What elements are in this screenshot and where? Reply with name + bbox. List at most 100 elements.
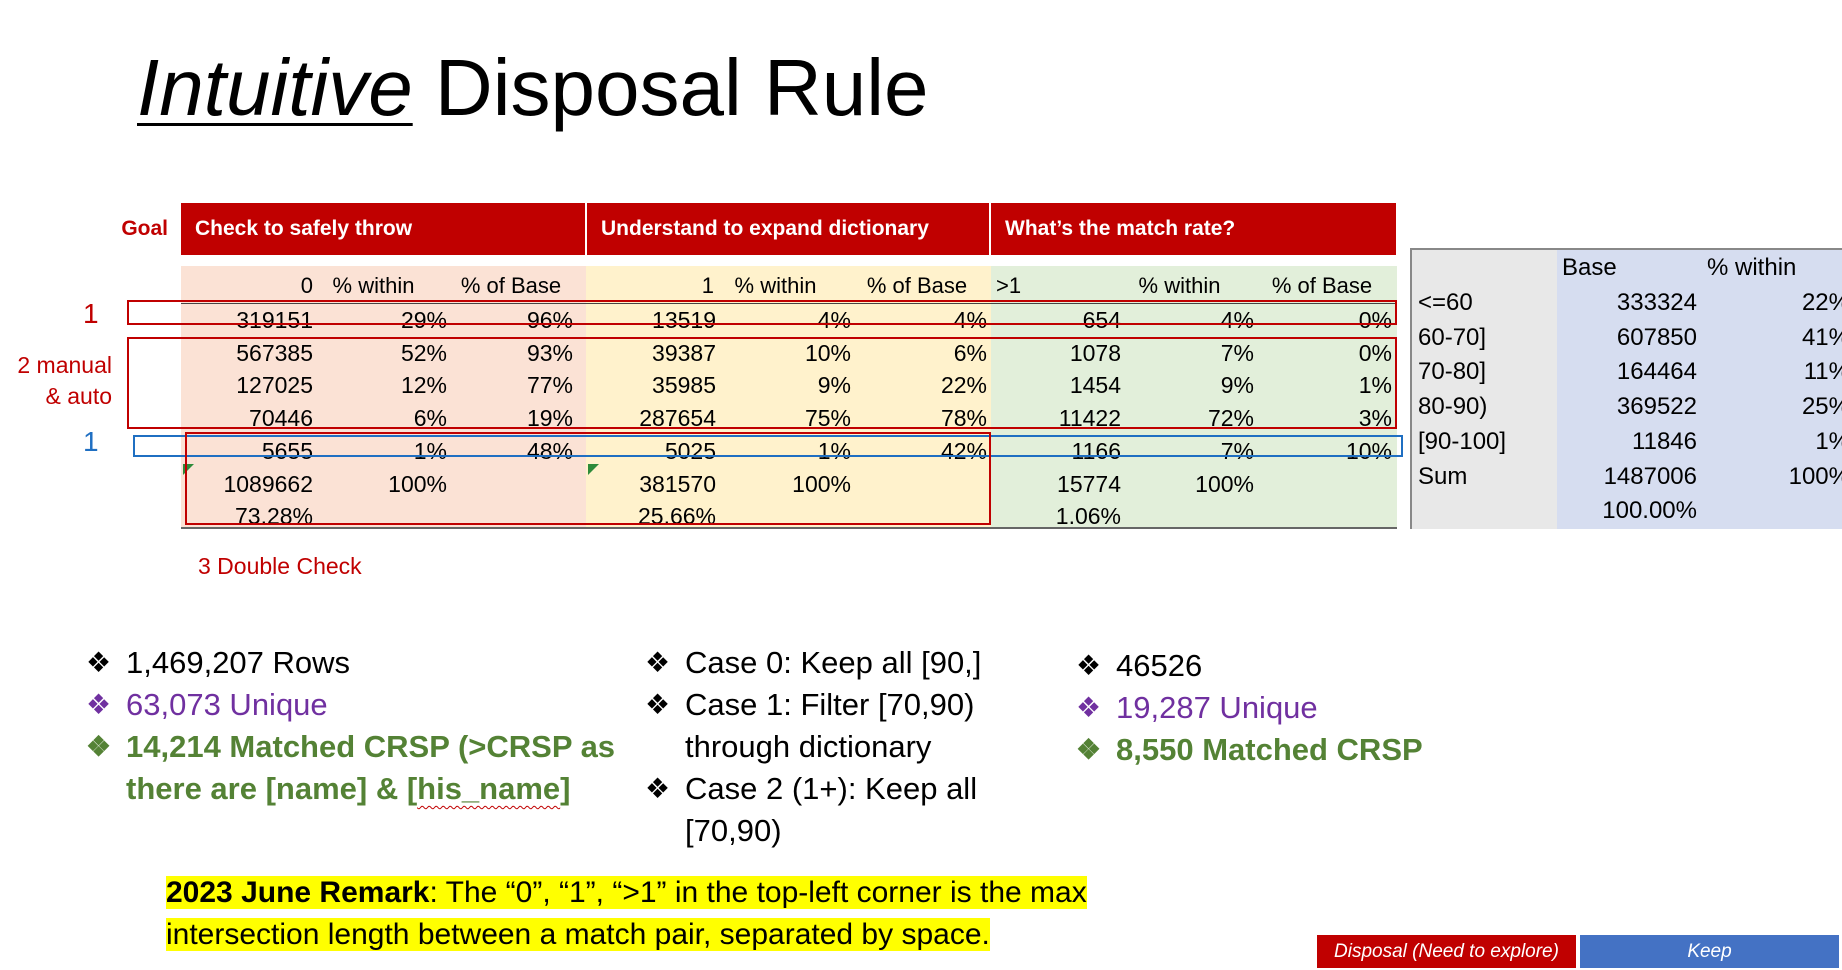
table-cell: 80-90) xyxy=(1418,393,1488,421)
table-cell: 77% xyxy=(526,372,573,399)
table-cell: 1% xyxy=(817,437,851,464)
col-header: % within xyxy=(1707,254,1797,281)
table-cell: Sum xyxy=(1418,462,1468,490)
bullet-text: 1,469,207 Rows xyxy=(126,645,351,680)
table-cell: 19% xyxy=(526,405,573,432)
table-cell: 369522 xyxy=(1616,393,1697,421)
label-1: 1 xyxy=(83,298,99,329)
table-cell: 70446 xyxy=(249,405,313,432)
table-cell: 7% xyxy=(1220,339,1254,366)
table-row: [90-100] 11846 1% xyxy=(1412,424,1842,459)
table-cell: [90-100] xyxy=(1418,427,1507,455)
table-cell: 319151 xyxy=(236,307,313,333)
table-cell: 100% xyxy=(1788,462,1842,490)
table-row: 5655 1% 48% 5025 1% 42% 1166 7% 10% xyxy=(181,435,1395,468)
band-zero xyxy=(181,266,586,527)
legend-disposal: Disposal (Need to explore) xyxy=(1317,935,1576,968)
page-title: Intuitive Disposal Rule xyxy=(137,38,928,138)
header-match-rate: What’s the match rate? xyxy=(991,203,1396,255)
table-cell: 6% xyxy=(953,339,987,366)
bullet-list-right: ❖ 46526 ❖ 19,287 Unique ❖ 8,550 Matched CRS… xyxy=(1076,645,1423,771)
table-cell: 100% xyxy=(1195,470,1254,497)
score-bucket-table: Base % within <=60 333324 22% 60-70] 607850 4… xyxy=(1410,248,1842,529)
remark-text-line2: intersection length between a match pair… xyxy=(166,918,990,951)
table-cell: <=60 xyxy=(1418,289,1473,316)
label-3-double-check: 3 Double Check xyxy=(198,553,362,579)
table-cell: 607850 xyxy=(1616,323,1697,351)
table-cell: 5655 xyxy=(261,437,313,464)
header-check-to-safely-throw: Check to safely throw xyxy=(181,203,585,255)
table-cell: 1089662 xyxy=(223,470,313,497)
table-cell: 73.28% xyxy=(234,503,313,530)
table-cell: 1.06% xyxy=(1055,503,1121,530)
table-cell: 5025 xyxy=(664,437,716,464)
table-cell: 48% xyxy=(526,437,573,464)
bullet-diamond-icon: ❖ xyxy=(1076,692,1102,723)
table-cell: 11% xyxy=(1803,358,1842,386)
table-cell: 1% xyxy=(1358,372,1392,399)
bullet-diamond-icon: ❖ xyxy=(645,647,671,678)
table-cell: 0% xyxy=(1358,339,1392,366)
bullet-diamond-icon: ❖ xyxy=(1076,650,1102,681)
table-cell: 11422 xyxy=(1058,405,1121,432)
list-item: ❖ Case 2 (1+): Keep all [70,90) xyxy=(645,768,981,852)
table-cell: 287654 xyxy=(639,405,716,432)
table-cell: 6% xyxy=(413,405,447,432)
bullet-diamond-icon: ❖ xyxy=(86,689,112,720)
title-rest: Disposal Rule xyxy=(412,43,929,132)
table-cell: 52% xyxy=(400,339,447,366)
table-row: 80-90) 369522 25% xyxy=(1412,389,1842,424)
table-cell: 0% xyxy=(1358,307,1392,333)
label-2-line1: 2 manual xyxy=(17,352,112,378)
list-item: ❖ 14,214 Matched CRSP (>CRSP as there are … xyxy=(86,726,615,810)
band-one xyxy=(586,266,991,527)
cell-marker-icon xyxy=(588,464,599,475)
bullet-list-left: ❖ 1,469,207 Rows ❖ 63,073 Unique ❖ 14,214 M… xyxy=(86,642,615,810)
remark-title: 2023 June Remark xyxy=(166,876,430,909)
table-cell: 4% xyxy=(1220,307,1254,333)
table-row: 60-70] 607850 41% xyxy=(1412,320,1842,355)
table-cell: 72% xyxy=(1207,405,1254,432)
bullet-text: Case 0: Keep all [90,] xyxy=(685,645,982,680)
bullet-list-middle: ❖ Case 0: Keep all [90,] ❖ Case 1: Filter … xyxy=(645,642,981,852)
header-understand-to-expand: Understand to expand dictionary xyxy=(587,203,989,255)
table-cell: 1166 xyxy=(1071,437,1121,464)
table-header-row: Base % within xyxy=(1412,250,1842,285)
table-cell: 9% xyxy=(817,372,851,399)
table-cell: 29% xyxy=(400,307,447,333)
table-cell: 9% xyxy=(1220,372,1254,399)
table-row: 127025 12% 77% 35985 9% 22% 1454 9% 1% xyxy=(181,369,1395,402)
list-item: ❖ 63,073 Unique xyxy=(86,684,615,726)
bullet-diamond-icon: ❖ xyxy=(645,773,671,804)
table-header-row: 0 % within % of Base 1 % within % of Bas… xyxy=(181,270,1395,303)
table-cell: 567385 xyxy=(236,339,313,366)
table-cell: 22% xyxy=(1801,289,1842,316)
table-cell: 10% xyxy=(1345,437,1392,464)
table-cell: 75% xyxy=(804,405,851,432)
table-cell: 15774 xyxy=(1057,470,1121,497)
label-1-blue: 1 xyxy=(83,426,99,457)
table-cell: 381570 xyxy=(639,470,716,497)
table-cell: 654 xyxy=(1082,307,1121,333)
list-item: ❖ 46526 xyxy=(1076,645,1423,687)
bullet-text: [70,90) xyxy=(685,813,782,848)
table-row: <=60 333324 22% xyxy=(1412,285,1842,320)
list-item: ❖ Case 0: Keep all [90,] xyxy=(645,642,981,684)
col-header: % within xyxy=(332,273,415,298)
table-row: 70-80] 164464 11% xyxy=(1412,354,1842,389)
bullet-text: 14,214 Matched CRSP (>CRSP as xyxy=(126,729,616,764)
table-cell: 100% xyxy=(792,470,851,497)
title-italic: Intuitive xyxy=(137,43,413,132)
disposal-table: 0 % within % of Base 1 % within % of Bas… xyxy=(181,266,1397,529)
table-row: 567385 52% 93% 39387 10% 6% 1078 7% 0% xyxy=(181,337,1395,370)
table-cell: 1454 xyxy=(1069,372,1121,399)
table-cell: 4% xyxy=(953,307,987,333)
col-header: % of Base xyxy=(1271,273,1373,298)
bullet-text-misspelled: his_name xyxy=(417,771,561,806)
bullet-text: ] xyxy=(560,771,571,806)
table-cell: 12% xyxy=(400,372,447,399)
table-row: 319151 29% 96% 13519 4% 4% 654 4% 0% xyxy=(181,304,1395,337)
col-header: 1 xyxy=(701,273,714,298)
table-cell: 78% xyxy=(940,405,987,432)
list-item: ❖ 1,469,207 Rows xyxy=(86,642,615,684)
